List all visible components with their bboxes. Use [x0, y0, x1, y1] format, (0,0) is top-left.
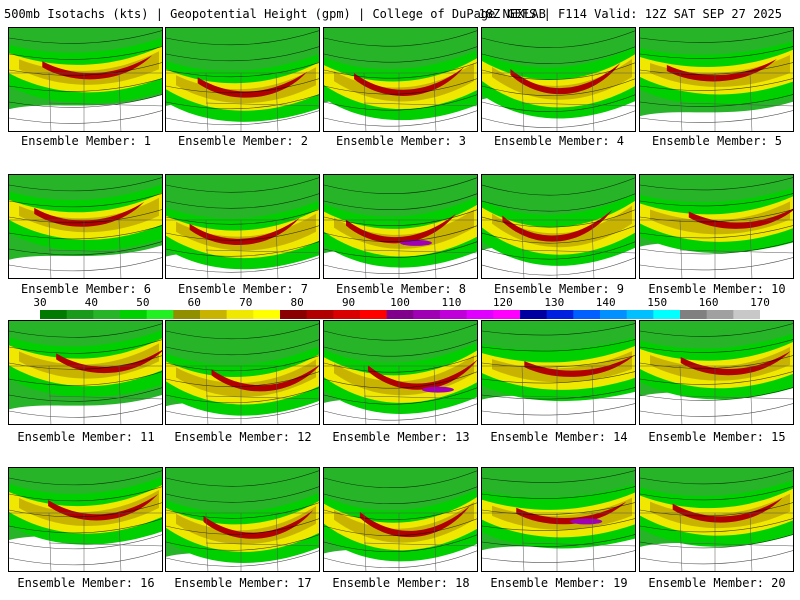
colorbar-swatch — [360, 310, 388, 319]
colorbar-swatch — [333, 310, 361, 319]
colorbar-tick-label: 50 — [136, 296, 150, 309]
colorbar-swatch — [733, 310, 760, 319]
ensemble-member-label: Ensemble Member: 3 — [335, 134, 467, 148]
colorbar-swatch — [200, 310, 228, 319]
ensemble-member-label: Ensemble Member: 20 — [648, 576, 786, 590]
ensemble-member-label: Ensemble Member: 14 — [490, 430, 628, 444]
colorbar-swatch — [253, 310, 281, 319]
colorbar-tick-label: 60 — [187, 296, 201, 309]
ensemble-member-label: Ensemble Member: 12 — [174, 430, 312, 444]
ensemble-member-label: Ensemble Member: 4 — [493, 134, 625, 148]
colorbar-swatch — [306, 310, 334, 319]
ensemble-member-label: Ensemble Member: 9 — [493, 282, 625, 296]
ensemble-member-map — [165, 174, 320, 279]
ensemble-member-map — [481, 174, 636, 279]
colorbar-swatch — [600, 310, 628, 319]
header-title: 500mb Isotachs (kts) | Geopotential Heig… — [4, 7, 546, 21]
ensemble-member-label: Ensemble Member: 2 — [177, 134, 309, 148]
colorbar-swatch — [66, 310, 94, 319]
colorbar-swatch — [440, 310, 468, 319]
ensemble-member-map — [639, 27, 794, 132]
ensemble-member-label: Ensemble Member: 5 — [651, 134, 783, 148]
ensemble-member-map — [323, 174, 478, 279]
ensemble-member-label: Ensemble Member: 17 — [174, 576, 312, 590]
ensemble-member-label: Ensemble Member: 13 — [332, 430, 470, 444]
ensemble-member-map — [639, 174, 794, 279]
ensemble-member-map — [165, 320, 320, 425]
wind-speed-colorbar — [40, 310, 760, 319]
ensemble-member-label: Ensemble Member: 16 — [17, 576, 155, 590]
ensemble-member-map — [481, 320, 636, 425]
ensemble-member-map — [639, 467, 794, 572]
colorbar-swatch — [386, 310, 414, 319]
ensemble-member-label: Ensemble Member: 10 — [648, 282, 786, 296]
colorbar-tick-label: 90 — [341, 296, 356, 309]
ensemble-member-map — [323, 27, 478, 132]
colorbar-tick-label: 160 — [698, 296, 719, 309]
colorbar-swatch — [40, 310, 68, 319]
ensemble-member-map — [323, 320, 478, 425]
colorbar-tick-label: 40 — [84, 296, 99, 309]
ensemble-member-label: Ensemble Member: 15 — [648, 430, 786, 444]
ensemble-member-map — [165, 27, 320, 132]
colorbar-swatch — [120, 310, 148, 319]
colorbar-swatch — [226, 310, 254, 319]
ensemble-member-map — [481, 467, 636, 572]
ensemble-member-label: Ensemble Member: 19 — [490, 576, 628, 590]
header-valid-time: 18Z GEFS | F114 Valid: 12Z SAT SEP 27 20… — [478, 7, 782, 21]
ensemble-member-label: Ensemble Member: 7 — [177, 282, 309, 296]
colorbar-tick-label: 120 — [492, 296, 513, 309]
colorbar-tick-label: 30 — [33, 296, 47, 309]
ensemble-member-map — [639, 320, 794, 425]
ensemble-member-map — [8, 467, 163, 572]
ensemble-member-map — [165, 467, 320, 572]
colorbar-swatch — [413, 310, 441, 319]
colorbar-tick-label: 100 — [390, 296, 410, 309]
colorbar-swatch — [626, 310, 654, 319]
chart-header: 500mb Isotachs (kts) | Geopotential Heig… — [4, 6, 796, 22]
ensemble-member-map — [8, 320, 163, 425]
colorbar-swatch — [146, 310, 174, 319]
colorbar-swatch — [93, 310, 121, 319]
colorbar-swatch — [706, 310, 734, 319]
ensemble-member-map — [323, 467, 478, 572]
ensemble-member-map — [481, 27, 636, 132]
ensemble-member-label: Ensemble Member: 18 — [332, 576, 470, 590]
colorbar-swatch — [680, 310, 708, 319]
colorbar-swatch — [173, 310, 201, 319]
ensemble-member-map — [8, 27, 163, 132]
colorbar-tick-label: 150 — [647, 296, 668, 309]
colorbar-swatch — [466, 310, 494, 319]
ensemble-member-label: Ensemble Member: 6 — [20, 282, 152, 296]
ensemble-member-label: Ensemble Member: 8 — [335, 282, 467, 296]
colorbar-tick-label: 110 — [441, 296, 462, 309]
colorbar-swatch — [546, 310, 574, 319]
colorbar-swatch — [520, 310, 548, 319]
colorbar-swatch — [653, 310, 681, 319]
ensemble-member-label: Ensemble Member: 11 — [17, 430, 155, 444]
colorbar-swatch — [493, 310, 521, 319]
colorbar-swatch — [280, 310, 308, 319]
colorbar-tick-label: 70 — [239, 296, 253, 309]
colorbar-swatch — [573, 310, 601, 319]
colorbar-tick-label: 140 — [595, 296, 616, 309]
colorbar-tick-label: 80 — [290, 296, 304, 309]
ensemble-member-map — [8, 174, 163, 279]
colorbar-tick-label: 170 — [750, 296, 770, 309]
ensemble-member-label: Ensemble Member: 1 — [20, 134, 152, 148]
colorbar-tick-label: 130 — [544, 296, 565, 309]
